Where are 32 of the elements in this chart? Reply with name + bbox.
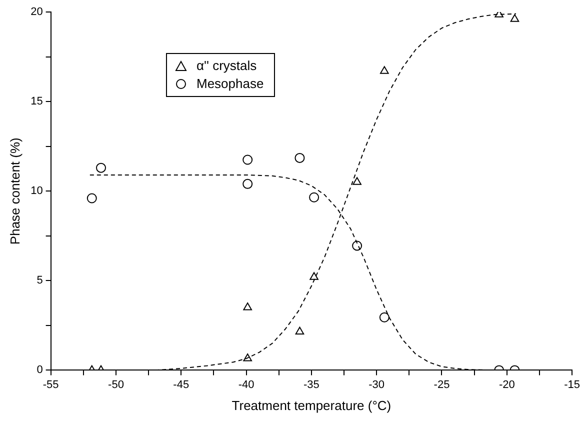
point: [243, 302, 252, 310]
y-tick-label: 0: [36, 364, 43, 376]
y-tick-label: 15: [30, 96, 43, 108]
point: [380, 66, 389, 74]
point: [86, 193, 97, 204]
x-tick-label: -25: [434, 378, 450, 391]
point: [352, 240, 362, 251]
legend-label: α'' crystals: [196, 57, 257, 76]
y-axis-title: Phase content (%): [7, 138, 22, 245]
point: [310, 272, 318, 280]
point: [243, 354, 252, 362]
y-tick-label: 10: [30, 185, 43, 198]
point: [295, 326, 304, 334]
x-tick-label: -45: [173, 378, 190, 391]
x-tick-label: -35: [303, 378, 320, 391]
point: [294, 152, 305, 163]
point: [242, 178, 253, 189]
x-tick-label: -55: [42, 378, 59, 391]
x-tick-label: -30: [368, 378, 385, 391]
legend-label: Mesophase: [196, 75, 264, 94]
x-tick-label: -15: [564, 378, 580, 391]
point: [96, 162, 106, 173]
point: [379, 312, 390, 322]
y-tick-label: 5: [36, 274, 43, 287]
x-axis-title: Treatment temperature (°C): [232, 398, 392, 413]
x-tick-label: -40: [238, 378, 254, 391]
point: [309, 192, 320, 202]
x-tick-label: -50: [108, 378, 124, 391]
point: [352, 177, 362, 185]
x-tick-label: -20: [498, 378, 515, 391]
point: [242, 154, 253, 165]
y-tick-label: 20: [30, 6, 43, 18]
